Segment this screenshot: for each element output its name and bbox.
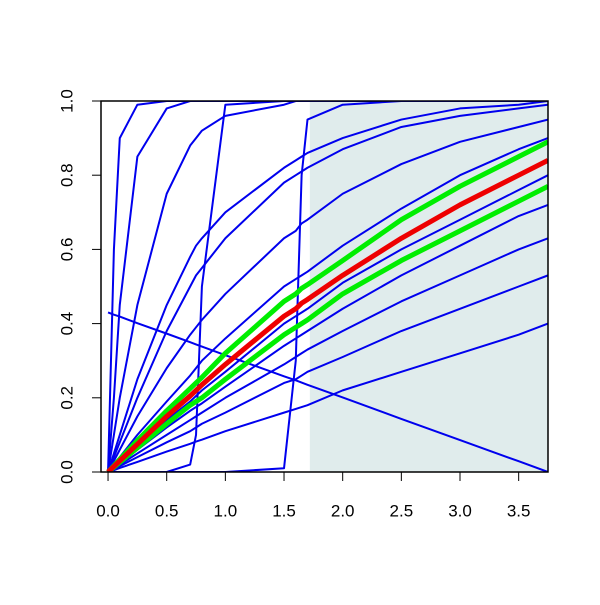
x-tick-label: 1.0 bbox=[214, 501, 238, 520]
y-tick-label: 0.8 bbox=[57, 163, 76, 187]
series-line bbox=[107, 118, 548, 472]
y-tick-label: 1.0 bbox=[57, 89, 76, 113]
x-tick-label: 0.5 bbox=[155, 501, 179, 520]
y-tick-label: 0.2 bbox=[57, 386, 76, 410]
y-tick-label: 0.4 bbox=[57, 312, 76, 336]
x-tick-label: 2.5 bbox=[390, 501, 414, 520]
series-line bbox=[107, 101, 548, 472]
series-line bbox=[107, 103, 548, 472]
series-line bbox=[106, 158, 548, 472]
series-line bbox=[107, 101, 548, 472]
series-line bbox=[108, 101, 548, 472]
series-line bbox=[108, 101, 548, 472]
x-tick-label: 0.0 bbox=[96, 501, 120, 520]
series-line bbox=[107, 101, 548, 472]
x-tick-label: 2.0 bbox=[331, 501, 355, 520]
series-line bbox=[107, 322, 548, 472]
series-line bbox=[107, 274, 548, 472]
series-line bbox=[107, 137, 548, 472]
x-tick-label: 3.5 bbox=[507, 501, 531, 520]
plot-area bbox=[106, 101, 548, 472]
x-tick-label: 3.0 bbox=[448, 501, 472, 520]
plot-frame bbox=[100, 100, 549, 473]
y-tick-label: 0.0 bbox=[57, 460, 76, 484]
y-tick-label: 0.6 bbox=[57, 238, 76, 262]
series-line bbox=[107, 101, 548, 472]
x-tick-label: 1.5 bbox=[272, 501, 296, 520]
shaded-region bbox=[309, 101, 548, 472]
series-line bbox=[107, 237, 548, 472]
